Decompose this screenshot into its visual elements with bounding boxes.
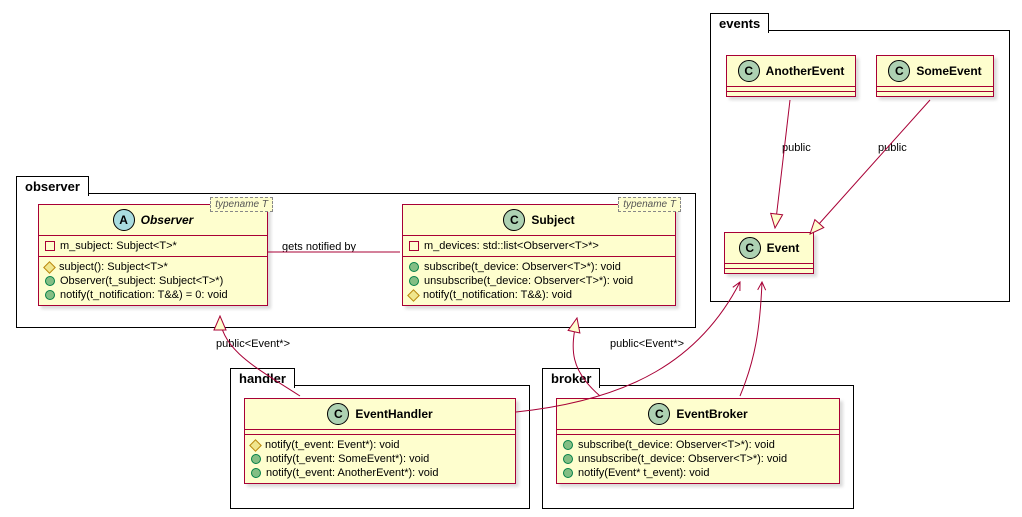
class-subject-attrs: m_devices: std::list<Observer<T>*> xyxy=(403,236,675,257)
class-eventbroker-ops: subscribe(t_device: Observer<T>*): void … xyxy=(557,435,839,483)
class-eventhandler-ops: notify(t_event: Event*): void notify(t_e… xyxy=(245,435,515,483)
class-subject-template: typename T xyxy=(618,197,681,212)
package-events-label: events xyxy=(710,13,769,33)
class-eventhandler-name: EventHandler xyxy=(355,407,432,421)
class-eventbroker: C EventBroker subscribe(t_device: Observ… xyxy=(556,398,840,484)
edge-label-anotherevent-event: public xyxy=(782,142,811,154)
class-observer-name: Observer xyxy=(141,213,194,227)
class-someevent: C SomeEvent xyxy=(876,55,994,97)
abstract-icon: A xyxy=(113,209,135,231)
class-observer: A Observer typename T m_subject: Subject… xyxy=(38,204,268,306)
edge-label-broker-subject: public<Event*> xyxy=(610,338,684,350)
class-observer-template: typename T xyxy=(210,197,273,212)
class-icon: C xyxy=(738,60,760,82)
class-icon: C xyxy=(648,403,670,425)
class-anotherevent-name: AnotherEvent xyxy=(766,64,845,78)
class-observer-ops: subject(): Subject<T>* Observer(t_subjec… xyxy=(39,257,267,305)
class-subject-ops: subscribe(t_device: Observer<T>*): void … xyxy=(403,257,675,305)
class-icon: C xyxy=(327,403,349,425)
package-handler-label: handler xyxy=(230,368,295,388)
class-icon: C xyxy=(888,60,910,82)
class-eventhandler: C EventHandler notify(t_event: Event*): … xyxy=(244,398,516,484)
class-icon: C xyxy=(503,209,525,231)
class-anotherevent: C AnotherEvent xyxy=(726,55,856,97)
class-event: C Event xyxy=(724,232,814,274)
class-observer-attrs: m_subject: Subject<T>* xyxy=(39,236,267,257)
class-subject: C Subject typename T m_devices: std::lis… xyxy=(402,204,676,306)
package-broker-label: broker xyxy=(542,368,600,388)
package-observer-label: observer xyxy=(16,176,89,196)
class-subject-name: Subject xyxy=(531,213,574,227)
class-someevent-name: SomeEvent xyxy=(916,64,981,78)
edge-label-observer-subject: gets notified by xyxy=(282,241,356,253)
class-icon: C xyxy=(739,237,761,259)
edge-label-someevent-event: public xyxy=(878,142,907,154)
edge-label-handler-observer: public<Event*> xyxy=(216,338,290,350)
class-eventbroker-name: EventBroker xyxy=(676,407,747,421)
class-event-name: Event xyxy=(767,241,800,255)
